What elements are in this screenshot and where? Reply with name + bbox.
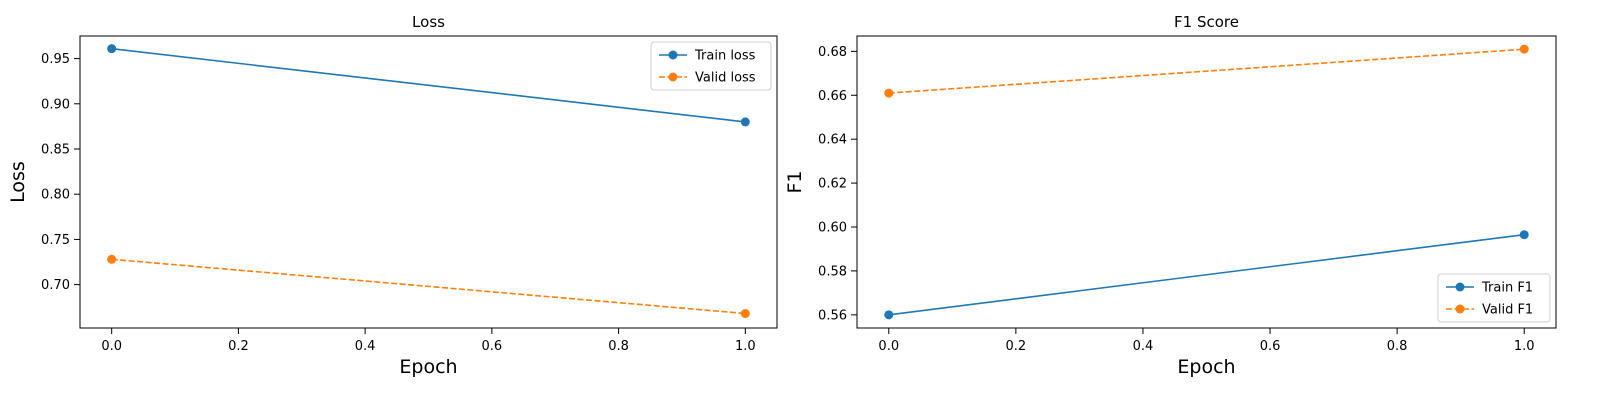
x-tick-label: 0.6 (482, 339, 503, 354)
series-line-1 (111, 47, 746, 123)
y-tick-label: 0.75 (41, 233, 70, 248)
legend-marker (668, 72, 678, 82)
x-tick-label: 0.6 (1260, 339, 1281, 354)
data-point (884, 88, 894, 98)
data-point (884, 310, 894, 320)
data-point (740, 117, 750, 127)
y-tick-label: 0.62 (818, 177, 847, 192)
x-axis-label: Epoch (399, 356, 457, 378)
chart-panel-2: F1 Score Epoch F1 0.0 0.2 0.4 0.6 0.8 1.0 0.56 0.5… (784, 13, 1557, 378)
y-tick-label: 0.64 (818, 133, 847, 148)
chart-title: F1 Score (1174, 13, 1239, 31)
y-tick-label: 0.80 (41, 188, 70, 203)
x-tick-label: 0.0 (878, 339, 899, 354)
y-tick-label: 0.85 (41, 143, 70, 158)
y-tick-label: 0.70 (41, 278, 70, 293)
data-point (1519, 44, 1529, 54)
y-tick-label: 0.90 (41, 97, 70, 112)
series-line-2 (111, 258, 746, 315)
y-tick-label: 0.95 (41, 52, 70, 67)
series-line-1 (888, 233, 1525, 316)
data-point (1519, 230, 1529, 240)
legend-box (650, 41, 772, 91)
x-tick-label: 0.8 (608, 339, 629, 354)
y-axis-label: Loss (7, 161, 29, 203)
x-tick-label: 0.8 (1387, 339, 1408, 354)
y-tick-label: 0.60 (818, 221, 847, 236)
chart-title: Loss (412, 13, 445, 31)
y-tick-label: 0.58 (818, 264, 847, 279)
y-axis-label: F1 (784, 170, 806, 193)
x-tick-label: 0.2 (228, 339, 249, 354)
data-point (740, 309, 750, 319)
legend-entry: Valid F1 (1482, 303, 1533, 318)
legend-entry: Valid loss (695, 71, 756, 86)
legend-entry: Train loss (694, 49, 756, 64)
plot-frame (856, 35, 1557, 329)
legend-marker (1455, 282, 1465, 292)
legend-marker (1455, 304, 1465, 314)
x-tick-label: 0.4 (355, 339, 376, 354)
x-tick-label: 0.0 (101, 339, 122, 354)
legend-entry: Train F1 (1481, 281, 1533, 296)
data-point (107, 44, 117, 54)
x-axis-label: Epoch (1177, 356, 1235, 378)
plot-frame (79, 35, 778, 329)
legend-box (1437, 273, 1551, 323)
legend: Train loss Valid loss (650, 41, 772, 91)
y-tick-label: 0.56 (818, 308, 847, 323)
data-point (107, 254, 117, 264)
x-tick-label: 0.4 (1133, 339, 1154, 354)
series-line-2 (888, 48, 1525, 94)
x-tick-label: 1.0 (735, 339, 756, 354)
legend-marker (668, 50, 678, 60)
x-tick-label: 0.2 (1006, 339, 1027, 354)
y-tick-label: 0.66 (818, 89, 847, 104)
legend: Train F1 Valid F1 (1437, 273, 1551, 323)
chart-panel-1: Loss Epoch Loss 0.0 0.2 0.4 0.6 0.8 1.0 0.70 0.75 0… (7, 13, 778, 378)
y-tick-label: 0.68 (818, 45, 847, 60)
x-tick-label: 1.0 (1514, 339, 1535, 354)
